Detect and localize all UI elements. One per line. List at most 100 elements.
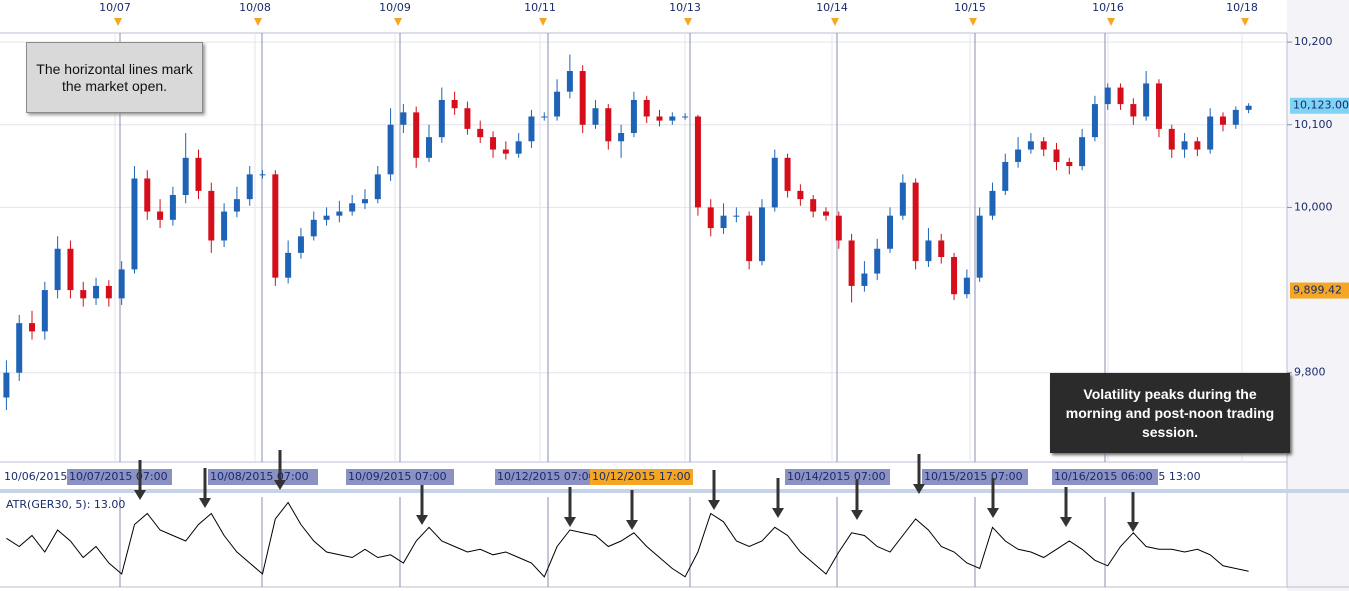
candle-body: [272, 174, 279, 278]
atr-line: [6, 501, 1249, 578]
candle-body: [938, 240, 945, 258]
date-strip: [0, 0, 1287, 33]
candle-body: [1232, 109, 1239, 125]
time-label: 10/16/2015 06:00: [1054, 470, 1153, 483]
date-marker: [394, 18, 402, 26]
candle-body: [630, 99, 637, 134]
candle-body: [1155, 83, 1162, 129]
arrow-head: [626, 520, 638, 530]
candle-body: [874, 248, 881, 274]
candle-body: [694, 116, 701, 208]
y-tick-label: 10,000: [1294, 200, 1333, 213]
candle-body: [41, 290, 48, 332]
candle-body: [438, 99, 445, 138]
date-label: 10/14: [816, 1, 848, 14]
candle-body: [1015, 149, 1022, 162]
candle-body: [887, 215, 894, 249]
candle-body: [822, 211, 829, 216]
arrow-head: [772, 508, 784, 518]
arrow-head: [1127, 522, 1139, 532]
time-label: 10/07/2015 07:00: [69, 470, 168, 483]
date-label: 10/11: [524, 1, 556, 14]
date-label: 10/09: [379, 1, 411, 14]
candle-body: [1091, 104, 1098, 138]
y-tick-label: 10,100: [1294, 118, 1333, 131]
candle-body: [426, 137, 433, 158]
candle-body: [477, 128, 484, 138]
arrow-head: [708, 500, 720, 510]
price-tag-label: 10,123.00: [1293, 99, 1349, 112]
date-marker: [1241, 18, 1249, 26]
candle-body: [554, 91, 561, 117]
arrow-head: [134, 490, 146, 500]
candle-body: [835, 215, 842, 241]
candle-body: [1168, 128, 1175, 150]
candle-body: [925, 240, 932, 262]
candle-body: [400, 112, 407, 125]
candle-body: [1207, 116, 1214, 150]
date-marker: [1107, 18, 1115, 26]
candle-body: [1040, 141, 1047, 150]
candle-body: [899, 182, 906, 216]
candle-body: [361, 199, 368, 204]
candle-body: [861, 273, 868, 286]
candle-body: [669, 116, 676, 121]
candle-body: [144, 178, 151, 212]
candle-body: [502, 149, 509, 154]
candle-body: [592, 108, 599, 125]
candle-body: [618, 133, 625, 142]
candle-body: [1245, 105, 1252, 110]
candle-body: [643, 99, 650, 117]
candle-body: [605, 108, 612, 142]
date-label: 10/16: [1092, 1, 1124, 14]
price-tag: [1290, 97, 1349, 114]
candle-body: [1066, 161, 1073, 167]
candle-body: [707, 207, 714, 229]
arrow-head: [564, 517, 576, 527]
date-label: 10/13: [669, 1, 701, 14]
time-label: 10/08/2015 07:00: [210, 470, 309, 483]
candle-body: [208, 190, 215, 241]
candle-body: [118, 269, 125, 299]
date-label: 10/18: [1226, 1, 1258, 14]
time-label: 10/14/2015 07:00: [787, 470, 886, 483]
candle-body: [963, 277, 970, 295]
time-label-bg: [208, 469, 318, 485]
time-label-bg: [346, 469, 454, 485]
date-marker: [539, 18, 547, 26]
annotation-box: Volatility peaks during the morning and …: [1050, 373, 1290, 453]
candle-body: [451, 99, 458, 109]
candle-body: [1104, 87, 1111, 105]
candle-body: [579, 71, 586, 125]
candle-body: [297, 236, 304, 253]
annotation-box: The horizontal lines mark the market ope…: [26, 42, 203, 113]
candle-body: [746, 215, 753, 262]
candle-body: [912, 182, 919, 262]
candle-body: [1130, 104, 1137, 117]
candle-body: [93, 285, 100, 299]
candle-body: [54, 248, 61, 291]
candle-body: [797, 190, 804, 200]
candle-body: [720, 215, 727, 229]
candle-body: [233, 199, 240, 212]
time-label-bg: [1052, 469, 1158, 485]
date-marker: [254, 18, 262, 26]
candle-body: [310, 219, 317, 237]
panel-separator: [0, 489, 1349, 493]
candle-body: [29, 323, 36, 332]
candle-body: [336, 211, 343, 216]
price-tag-label: 9,899.42: [1293, 284, 1342, 297]
time-label: 10/06/2015: [4, 470, 67, 483]
atr-title: ATR(GER30, 5): 13.00: [6, 498, 125, 511]
candle-body: [169, 195, 176, 220]
candle-body: [80, 290, 87, 299]
candle-body: [259, 174, 266, 176]
arrow-head: [913, 484, 925, 494]
candle-body: [541, 116, 548, 118]
time-label-bg: [922, 469, 1028, 485]
date-label: 10/15: [954, 1, 986, 14]
candle-body: [221, 211, 228, 241]
time-label: 10/12/2015 07:00: [497, 470, 596, 483]
candle-body: [784, 157, 791, 191]
